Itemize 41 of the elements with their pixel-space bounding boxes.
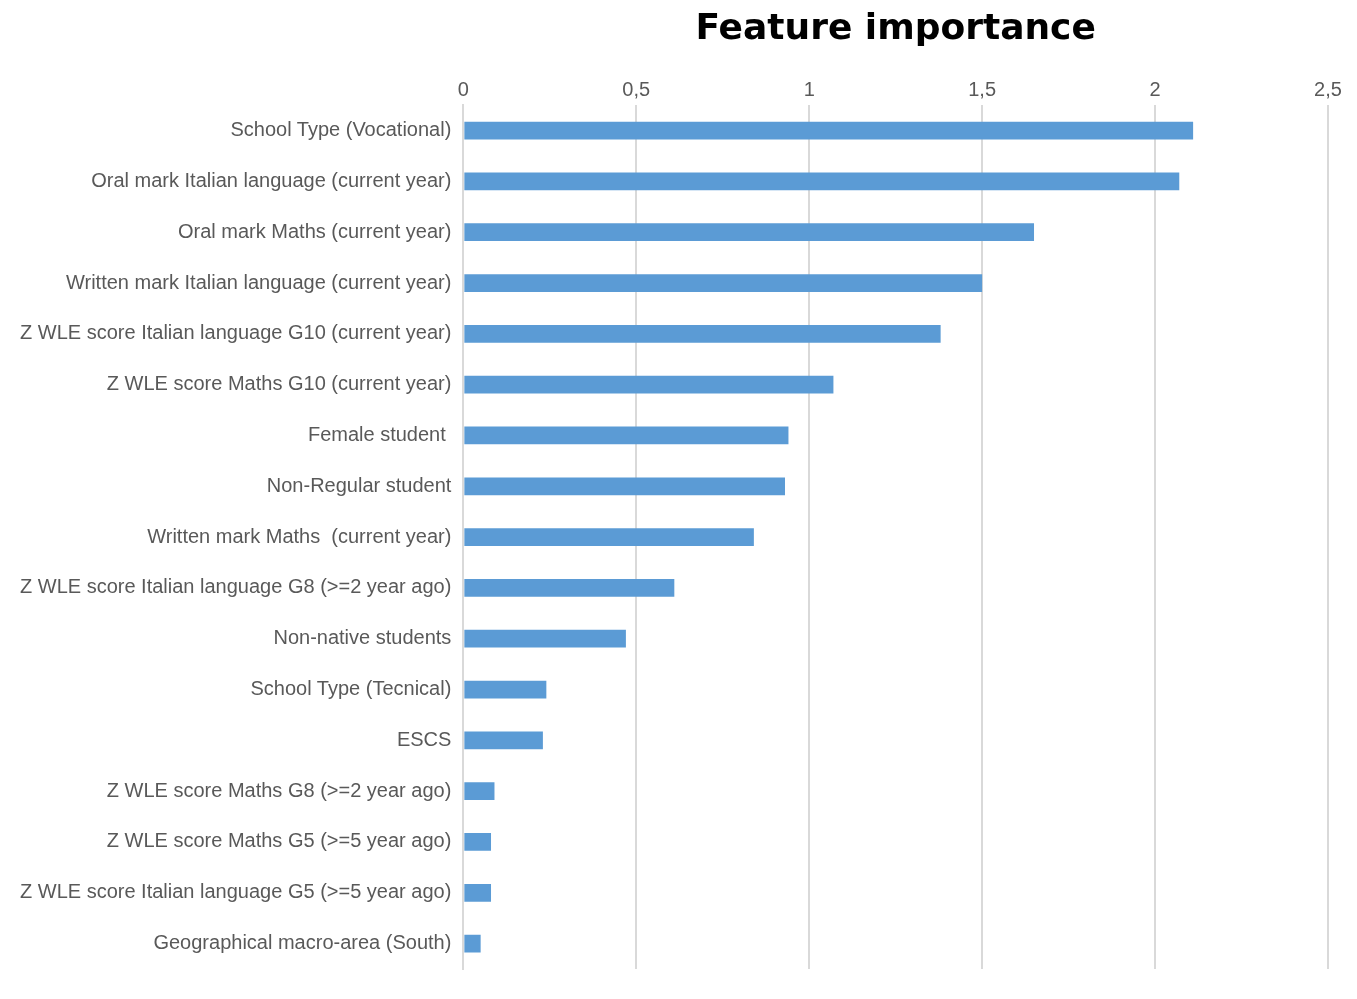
y-tick-label: Geographical macro-area (South) (153, 931, 452, 954)
bar (464, 477, 785, 496)
bar (464, 121, 1194, 140)
bar (464, 680, 547, 699)
y-tick-label: Z WLE score Italian language G5 (>=5 year ago) (19, 880, 452, 903)
y-tick-label: Written mark Italian language (current year) (65, 270, 452, 293)
y-tick-label: Z WLE score Maths G10 (current year) (106, 372, 452, 395)
x-tick-label: 2 (1149, 77, 1161, 100)
x-tick-label: 0,5 (622, 77, 651, 100)
y-tick-label: School Type (Vocational) (230, 118, 452, 141)
y-tick-label: Z WLE score Maths G5 (>=5 year ago) (106, 829, 452, 852)
bar (464, 172, 1180, 191)
bar (464, 782, 495, 801)
y-tick-label: School Type (Tecnical) (250, 677, 452, 700)
chart-title: Feature importance (695, 5, 1096, 47)
y-tick-label: Oral mark Italian language (current year) (91, 168, 452, 191)
x-tick-label: 1,5 (968, 77, 997, 100)
bar (464, 528, 754, 546)
y-tick-label: Non-Regular student (266, 473, 452, 496)
x-tick-label: 0 (457, 77, 469, 100)
y-tick-label: Z WLE score Italian language G10 (current year) (20, 321, 452, 344)
bar (464, 274, 983, 292)
x-tick-label: 2,5 (1314, 77, 1342, 100)
y-tick-label: Non-native students (273, 626, 452, 649)
y-tick-label: ESCS (396, 727, 452, 750)
bar (464, 426, 789, 445)
bar (464, 934, 481, 953)
bar (464, 324, 941, 343)
y-tick-label: Oral mark Maths (current year) (177, 219, 452, 242)
y-tick-label: Written mark Maths (current year) (147, 524, 452, 547)
y-tick-label: Z WLE score Maths G8 (>=2 year ago) (106, 778, 452, 801)
bar (464, 629, 626, 648)
bar (464, 375, 834, 394)
y-tick-label: Z WLE score Italian language G8 (>=2 year ago) (19, 575, 452, 598)
x-tick-label: 1 (803, 77, 815, 100)
bar (464, 731, 543, 750)
bar (464, 223, 1035, 242)
bar (464, 579, 675, 597)
bar (464, 833, 492, 851)
bar (464, 883, 492, 902)
y-tick-label: Female student (307, 422, 452, 445)
